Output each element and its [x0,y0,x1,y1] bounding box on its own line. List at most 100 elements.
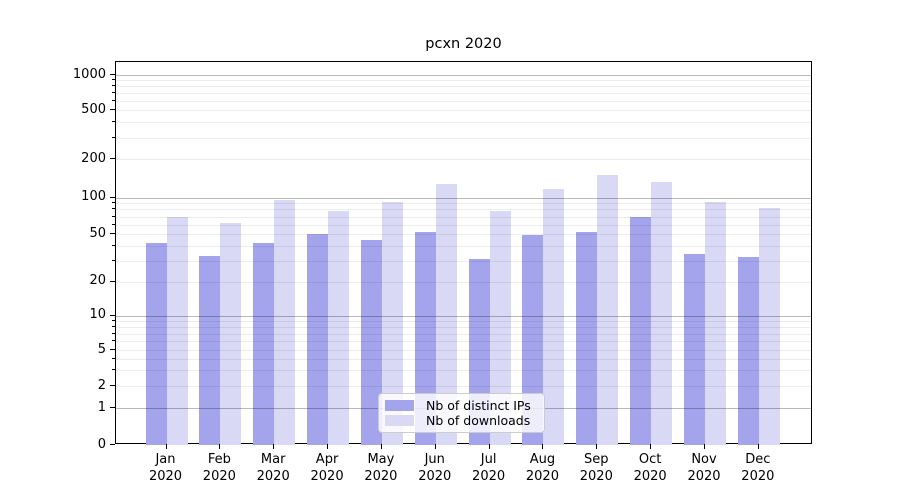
bar-distinct-ips-aug [522,235,544,445]
x-tick-label: Sep 2020 [579,452,613,484]
gridline-minor [116,122,811,124]
gridline-minor [116,358,811,360]
y-tick-label: 1000 [72,66,106,82]
gridline-minor [116,216,811,218]
y-tick-minor [112,158,115,160]
bar-downloads-jun [435,184,457,445]
y-tick-minor [112,349,115,351]
legend-label-distinct-ips: Nb of distinct IPs [426,398,531,413]
y-tick-minor [112,109,115,111]
y-tick-label: 50 [89,225,106,241]
x-tick [434,444,436,449]
y-tick-label: 0 [97,436,106,452]
y-tick-label: 500 [81,101,106,117]
y-tick [110,314,115,316]
x-tick-label: Aug 2020 [525,452,559,484]
x-tick [542,444,544,449]
legend-row-distinct-ips: Nb of distinct IPs [385,398,538,413]
bar-distinct-ips-feb [199,255,221,445]
x-tick-label: Mar 2020 [256,452,290,484]
gridline-minor [116,350,811,352]
gridline-minor [116,260,811,262]
y-tick-minor [112,202,115,204]
gridline-minor [116,245,811,247]
x-tick-label: May 2020 [364,452,398,484]
x-tick [165,444,167,449]
y-tick-label: 200 [81,150,106,166]
x-tick [219,444,221,449]
gridline-minor [116,93,811,95]
bar-distinct-ips-may [360,239,382,445]
gridline-major [116,197,811,199]
x-tick [704,444,705,449]
gridline-minor [116,333,811,335]
bar-downloads-jan [166,216,188,445]
x-tick-label: Jun 2020 [418,452,452,484]
y-tick-minor [112,79,115,81]
y-tick [110,444,115,446]
y-tick-label: 10 [89,307,106,323]
legend-swatch-downloads [385,415,414,426]
x-tick [327,444,329,449]
x-tick [380,444,382,449]
gridline-minor [116,80,811,82]
y-tick-label: 5 [97,341,106,357]
y-tick [110,74,115,75]
bar-downloads-oct [651,182,673,445]
y-tick-minor [112,280,115,282]
grid-layer [116,62,811,443]
bar-distinct-ips-mar [253,243,275,445]
gridline-minor [116,234,811,236]
y-tick-minor [112,208,115,210]
y-tick-minor [112,136,115,138]
bar-distinct-ips-dec [737,257,759,445]
gridline-minor [116,386,811,387]
y-tick-label: 20 [89,273,106,288]
bar-distinct-ips-sep [576,232,598,445]
bar-downloads-nov [705,201,726,445]
gridline-minor [116,110,811,112]
gridline-minor [116,86,811,88]
y-tick-minor [112,85,115,87]
x-tick [650,444,652,449]
gridline-minor [116,370,811,372]
y-tick-minor [112,325,115,327]
y-tick-minor [112,369,115,371]
y-tick-minor [112,340,115,342]
bar-distinct-ips-apr [307,234,329,445]
gridline-minor [116,281,811,283]
gridline-minor [116,320,811,322]
y-tick-minor [112,100,115,101]
bar-downloads-aug [543,189,565,445]
y-tick [110,196,115,198]
y-tick-minor [112,92,115,94]
gridline-minor [116,209,811,211]
y-tick-minor [112,244,115,246]
y-tick-label: 100 [81,189,106,205]
y-tick-minor [112,357,115,359]
legend-row-downloads: Nb of downloads [385,413,538,428]
bar-downloads-may [381,202,403,445]
gridline-minor [116,203,811,205]
y-tick-minor [112,121,115,123]
gridline-major [116,315,811,317]
chart-title: pcxn 2020 [425,36,502,52]
y-tick-minor [112,233,115,235]
legend-label-downloads: Nb of downloads [426,413,531,428]
x-tick [757,444,759,449]
bar-downloads-apr [328,210,350,445]
x-tick [273,444,275,449]
bar-distinct-ips-nov [684,254,705,445]
gridline-minor [116,326,811,328]
gridline-major [116,75,811,76]
x-tick-label: Apr 2020 [310,452,344,484]
y-tick-minor [112,385,115,386]
gridline-minor [116,137,811,139]
gridline-minor [116,159,811,161]
y-tick-label: 2 [97,377,106,393]
x-tick-label: Jan 2020 [148,452,183,484]
bar-downloads-feb [220,222,242,445]
y-tick-label: 1 [97,399,106,415]
bar-downloads-sep [597,175,619,445]
